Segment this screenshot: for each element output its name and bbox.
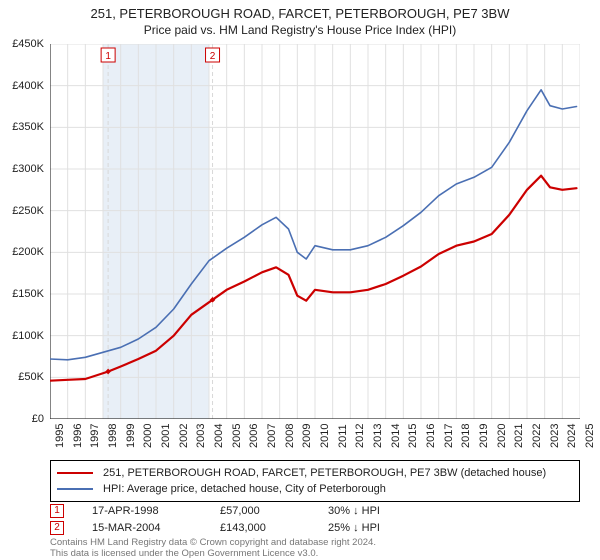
x-tick-label: 2004	[213, 424, 225, 448]
y-tick-label: £400K	[12, 80, 44, 92]
x-tick-label: 2008	[284, 424, 296, 448]
x-tick-label: 1999	[125, 424, 137, 448]
x-tick-label: 2025	[584, 424, 596, 448]
x-tick-label: 2023	[549, 424, 561, 448]
marker-table: 1 17-APR-1998 £57,000 30% ↓ HPI 2 15-MAR-2004…	[50, 502, 580, 536]
x-tick-label: 2021	[513, 424, 525, 448]
x-tick-label: 2024	[566, 424, 578, 448]
marker-price: £143,000	[220, 522, 300, 534]
footer-line-2: This data is licensed under the Open Gov…	[50, 549, 580, 560]
y-tick-label: £200K	[12, 246, 44, 258]
y-tick-label: £250K	[12, 205, 44, 217]
x-tick-label: 2010	[319, 424, 331, 448]
x-tick-label: 2016	[425, 424, 437, 448]
x-tick-label: 2017	[443, 424, 455, 448]
chart-title: 251, PETERBOROUGH ROAD, FARCET, PETERBOR…	[0, 0, 600, 21]
x-tick-label: 1995	[54, 424, 66, 448]
x-tick-label: 2012	[354, 424, 366, 448]
y-tick-label: £150K	[12, 288, 44, 300]
x-tick-label: 2011	[337, 424, 349, 448]
x-tick-label: 2007	[266, 424, 278, 448]
marker-table-row: 1 17-APR-1998 £57,000 30% ↓ HPI	[50, 502, 580, 519]
legend-label: 251, PETERBOROUGH ROAD, FARCET, PETERBOR…	[103, 467, 546, 479]
marker-diff: 25% ↓ HPI	[328, 522, 428, 534]
marker-diff: 30% ↓ HPI	[328, 505, 428, 517]
legend-swatch	[57, 488, 93, 490]
legend-row: HPI: Average price, detached house, City…	[57, 481, 573, 497]
legend-row: 251, PETERBOROUGH ROAD, FARCET, PETERBOR…	[57, 465, 573, 481]
x-tick-label: 2019	[478, 424, 490, 448]
x-tick-label: 2018	[460, 424, 472, 448]
x-tick-label: 2014	[390, 424, 402, 448]
y-axis: £0£50K£100K£150K£200K£250K£300K£350K£400…	[0, 44, 48, 419]
marker-price: £57,000	[220, 505, 300, 517]
x-tick-label: 2009	[301, 424, 313, 448]
x-axis: 1995 1996 1997 1998 1999 2000 2001 2002 2003 2004…	[50, 420, 580, 460]
y-tick-label: £50K	[18, 371, 44, 383]
x-tick-label: 2020	[496, 424, 508, 448]
legend-label: HPI: Average price, detached house, City…	[103, 483, 386, 495]
x-tick-label: 2013	[372, 424, 384, 448]
x-tick-label: 2022	[531, 424, 543, 448]
marker-date: 15-MAR-2004	[92, 522, 192, 534]
x-tick-label: 2002	[178, 424, 190, 448]
y-tick-label: £100K	[12, 330, 44, 342]
y-tick-label: £450K	[12, 38, 44, 50]
y-tick-label: £350K	[12, 121, 44, 133]
legend-swatch	[57, 472, 93, 474]
legend: 251, PETERBOROUGH ROAD, FARCET, PETERBOR…	[50, 460, 580, 502]
x-tick-label: 2015	[407, 424, 419, 448]
x-tick-label: 2003	[195, 424, 207, 448]
x-tick-label: 1997	[89, 424, 101, 448]
chart-subtitle: Price paid vs. HM Land Registry's House …	[0, 21, 600, 37]
x-tick-label: 2000	[142, 424, 154, 448]
svg-text:2: 2	[210, 51, 216, 62]
marker-badge: 2	[50, 521, 64, 535]
x-tick-label: 1996	[72, 424, 84, 448]
x-tick-label: 2005	[231, 424, 243, 448]
plot-area: 12	[50, 44, 580, 419]
x-tick-label: 1998	[107, 424, 119, 448]
y-tick-label: £0	[32, 413, 44, 425]
marker-table-row: 2 15-MAR-2004 £143,000 25% ↓ HPI	[50, 519, 580, 536]
svg-text:1: 1	[105, 51, 111, 62]
footer-credits: Contains HM Land Registry data © Crown c…	[50, 538, 580, 560]
marker-date: 17-APR-1998	[92, 505, 192, 517]
y-tick-label: £300K	[12, 163, 44, 175]
marker-badge: 1	[50, 504, 64, 518]
x-tick-label: 2006	[248, 424, 260, 448]
x-tick-label: 2001	[160, 424, 172, 448]
